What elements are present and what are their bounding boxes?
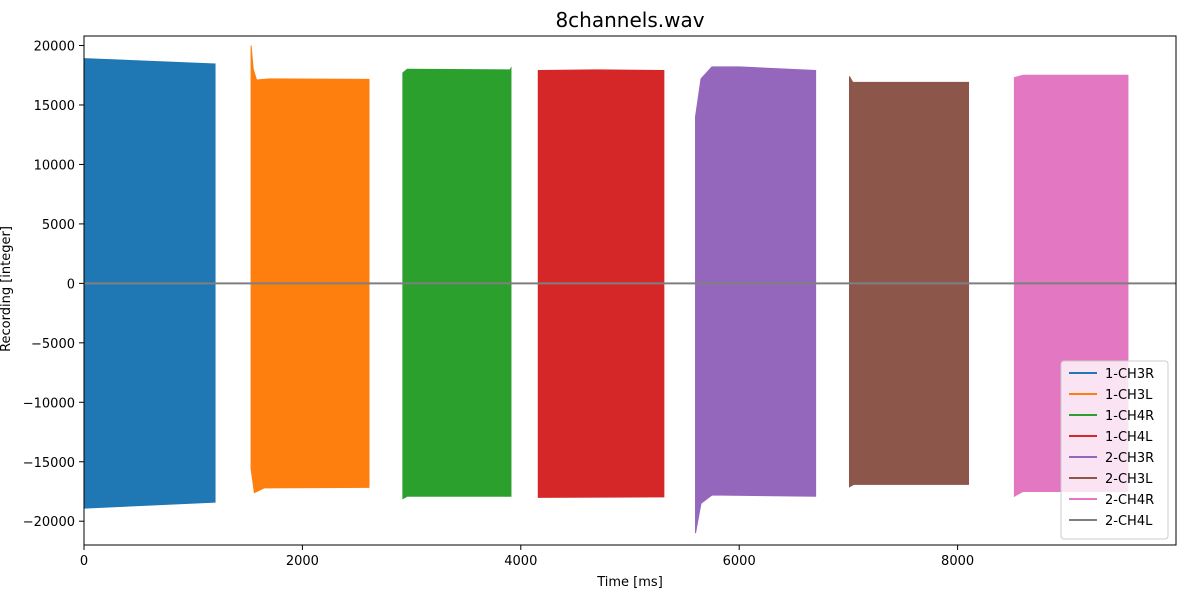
x-axis-label: Time [ms] bbox=[596, 575, 663, 590]
y-tick-label: 20000 bbox=[34, 40, 75, 55]
y-tick-label: −20000 bbox=[23, 515, 75, 530]
y-tick-label: −15000 bbox=[23, 456, 75, 471]
legend-label-1-CH4L: 1-CH4L bbox=[1105, 430, 1153, 445]
legend-label-2-CH4R: 2-CH4R bbox=[1105, 493, 1154, 508]
legend-label-1-CH3L: 1-CH3L bbox=[1105, 388, 1153, 403]
legend-label-1-CH3R: 1-CH3R bbox=[1105, 367, 1154, 382]
legend-label-2-CH3L: 2-CH3L bbox=[1105, 472, 1153, 487]
x-tick-label: 2000 bbox=[286, 554, 319, 569]
series-1-CH3L-waveform bbox=[250, 45, 370, 494]
x-tick-label: 0 bbox=[80, 554, 88, 569]
y-tick-label: −10000 bbox=[23, 396, 75, 411]
axes-frame bbox=[83, 35, 1177, 546]
legend-box bbox=[1060, 360, 1169, 540]
legend-label-2-CH4L: 2-CH4L bbox=[1105, 514, 1153, 529]
plot-area bbox=[84, 45, 1176, 534]
y-tick-label: −5000 bbox=[31, 337, 75, 352]
x-tick-label: 4000 bbox=[504, 554, 537, 569]
y-tick-label: 10000 bbox=[34, 158, 75, 173]
legend: 1-CH3R 1-CH3L 1-CH4R 1-CH4L 2-CH3R 2-CH3L 2-CH… bbox=[1060, 360, 1169, 540]
legend-label-2-CH3R: 2-CH3R bbox=[1105, 451, 1154, 466]
series-2-CH3R-waveform bbox=[695, 66, 817, 534]
y-tick-label: 15000 bbox=[34, 99, 75, 114]
axes-border bbox=[83, 35, 1177, 546]
y-axis-ticks: −20000 −15000 −10000 −5000 0 5000 10000 15000 20… bbox=[23, 40, 84, 530]
y-axis-label: Recording [integer] bbox=[0, 226, 14, 352]
y-tick-label: 5000 bbox=[42, 218, 75, 233]
x-tick-label: 6000 bbox=[723, 554, 756, 569]
x-axis-ticks: 0 2000 4000 6000 8000 bbox=[80, 545, 974, 569]
chart-title: 8channels.wav bbox=[555, 8, 704, 32]
y-tick-label: 0 bbox=[67, 277, 75, 292]
x-tick-label: 8000 bbox=[941, 554, 974, 569]
series-2-CH3L-waveform bbox=[848, 76, 970, 488]
legend-label-1-CH4R: 1-CH4R bbox=[1105, 409, 1154, 424]
